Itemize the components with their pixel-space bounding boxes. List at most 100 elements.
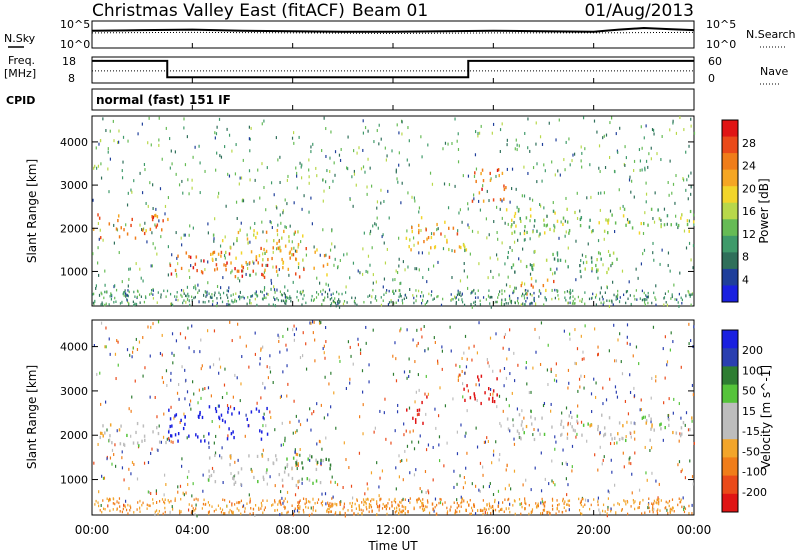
velocity-speckle [478, 383, 480, 387]
velocity-ytick-label: 2000 [60, 429, 88, 442]
power-speckle [667, 263, 669, 267]
velocity-ground-scatter [238, 501, 240, 504]
velocity-speckle [616, 395, 619, 399]
velocity-echo [597, 427, 599, 432]
power-speckle [96, 166, 98, 170]
power-speckle [311, 222, 313, 226]
velocity-echo [326, 509, 328, 513]
power-speckle [207, 260, 209, 264]
power-speckle [109, 129, 111, 133]
velocity-speckle [569, 337, 571, 341]
velocity-speckle [550, 370, 552, 374]
velocity-echo [310, 455, 313, 459]
velocity-ground-scatter [378, 509, 380, 512]
power-speckle [622, 204, 624, 208]
power-ground-scatter [625, 301, 627, 305]
power-ground-scatter [489, 296, 491, 299]
power-speckle [645, 181, 647, 185]
velocity-ground-scatter [271, 504, 273, 507]
power-ground-scatter [281, 299, 283, 303]
power-speckle [246, 262, 248, 266]
velocity-speckle [147, 490, 149, 494]
power-speckle [272, 250, 274, 254]
power-ground-scatter [517, 297, 519, 300]
power-echo [595, 269, 598, 274]
power-ground-scatter [603, 301, 605, 304]
velocity-ground-scatter [584, 503, 586, 507]
velocity-ground-scatter [626, 500, 629, 504]
velocity-speckle [464, 434, 466, 438]
velocity-speckle [156, 415, 158, 419]
velocity-speckle [406, 328, 408, 332]
power-ground-scatter [641, 289, 643, 293]
velocity-ground-scatter [403, 505, 405, 509]
velocity-ground-scatter [358, 506, 361, 509]
power-echo [492, 198, 495, 202]
velocity-speckle [154, 513, 156, 517]
velocity-ground-scatter [365, 498, 367, 501]
power-speckle [395, 170, 397, 174]
power-speckle [378, 123, 380, 127]
power-speckle [400, 281, 402, 285]
power-speckle [447, 142, 449, 146]
velocity-echo [228, 427, 230, 431]
velocity-speckle [479, 461, 482, 465]
velocity-speckle [163, 412, 165, 416]
power-speckle [364, 170, 366, 174]
power-echo [224, 250, 227, 255]
velocity-echo [315, 458, 317, 462]
power-speckle [321, 149, 323, 153]
velocity-ground-scatter [286, 511, 288, 515]
power-echo [289, 256, 291, 260]
power-speckle [507, 250, 509, 254]
velocity-speckle [263, 412, 265, 416]
velocity-speckle [437, 361, 439, 365]
power-ground-scatter [284, 295, 287, 299]
velocity-echo [265, 471, 268, 475]
power-ground-scatter [363, 300, 365, 304]
velocity-ground-scatter [232, 510, 234, 514]
power-ground-scatter [415, 289, 417, 292]
power-speckle [685, 188, 687, 192]
velocity-speckle [498, 458, 500, 462]
power-speckle [639, 168, 641, 172]
power-ground-scatter [280, 293, 283, 296]
power-speckle [674, 201, 676, 205]
velocity-echo [492, 389, 495, 393]
velocity-ground-scatter [658, 497, 660, 501]
power-ground-scatter [676, 298, 678, 301]
velocity-echo [496, 377, 498, 381]
power-ground-scatter [455, 302, 457, 306]
velocity-ground-scatter [422, 509, 424, 512]
power-echo [658, 217, 661, 221]
power-speckle [499, 207, 501, 211]
power-speckle [535, 279, 537, 283]
power-ground-scatter [455, 300, 457, 304]
velocity-speckle [590, 392, 593, 396]
velocity-ground-scatter [488, 507, 490, 511]
velocity-echo [158, 440, 161, 444]
power-speckle [169, 137, 171, 141]
velocity-speckle [667, 414, 669, 418]
velocity-speckle [138, 340, 141, 344]
velocity-ground-scatter [204, 503, 206, 506]
velocity-echo [137, 444, 140, 448]
velocity-ground-scatter [385, 507, 387, 511]
power-speckle [266, 166, 268, 170]
velocity-ground-scatter [363, 500, 365, 504]
velocity-echo [660, 427, 662, 431]
velocity-ground-scatter [276, 508, 279, 512]
velocity-speckle [599, 511, 601, 515]
velocity-speckle [432, 478, 434, 482]
power-speckle [176, 256, 178, 260]
velocity-echo [398, 508, 401, 512]
velocity-ground-scatter [544, 500, 546, 504]
velocity-ground-scatter [358, 508, 361, 511]
power-speckle [385, 158, 387, 162]
velocity-speckle [421, 490, 423, 494]
power-speckle [492, 275, 494, 279]
velocity-speckle [179, 420, 181, 424]
velocity-ground-scatter [679, 500, 681, 504]
power-speckle [396, 177, 398, 181]
velocity-speckle [254, 513, 256, 517]
